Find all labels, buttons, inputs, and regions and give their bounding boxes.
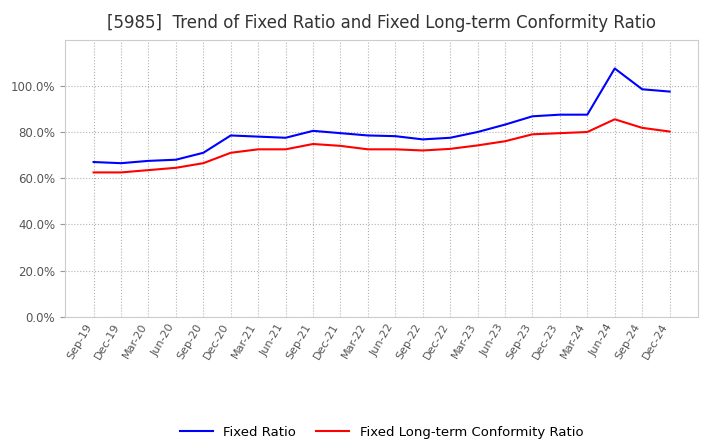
Fixed Ratio <box>611 66 619 71</box>
Fixed Ratio <box>309 128 318 133</box>
Fixed Long-term Conformity Ratio <box>611 117 619 122</box>
Fixed Ratio <box>336 131 345 136</box>
Fixed Ratio <box>665 89 674 94</box>
Fixed Ratio <box>500 122 509 127</box>
Fixed Long-term Conformity Ratio <box>556 131 564 136</box>
Fixed Ratio <box>418 137 427 142</box>
Fixed Ratio <box>171 157 180 162</box>
Fixed Ratio <box>117 161 125 166</box>
Fixed Long-term Conformity Ratio <box>665 129 674 134</box>
Fixed Long-term Conformity Ratio <box>199 161 207 166</box>
Fixed Long-term Conformity Ratio <box>473 143 482 148</box>
Fixed Ratio <box>583 112 592 117</box>
Fixed Long-term Conformity Ratio <box>309 141 318 147</box>
Fixed Ratio <box>226 133 235 138</box>
Fixed Ratio <box>364 133 372 138</box>
Fixed Long-term Conformity Ratio <box>500 139 509 144</box>
Fixed Ratio <box>144 158 153 164</box>
Fixed Ratio <box>89 159 98 165</box>
Fixed Ratio <box>199 150 207 155</box>
Fixed Long-term Conformity Ratio <box>446 146 454 151</box>
Fixed Long-term Conformity Ratio <box>89 170 98 175</box>
Fixed Ratio <box>254 134 263 139</box>
Fixed Long-term Conformity Ratio <box>144 168 153 173</box>
Fixed Long-term Conformity Ratio <box>254 147 263 152</box>
Fixed Ratio <box>282 135 290 140</box>
Fixed Long-term Conformity Ratio <box>226 150 235 155</box>
Fixed Long-term Conformity Ratio <box>171 165 180 170</box>
Line: Fixed Ratio: Fixed Ratio <box>94 69 670 163</box>
Fixed Long-term Conformity Ratio <box>638 125 647 131</box>
Fixed Ratio <box>528 114 537 119</box>
Fixed Long-term Conformity Ratio <box>528 132 537 137</box>
Fixed Long-term Conformity Ratio <box>418 148 427 153</box>
Fixed Long-term Conformity Ratio <box>391 147 400 152</box>
Title: [5985]  Trend of Fixed Ratio and Fixed Long-term Conformity Ratio: [5985] Trend of Fixed Ratio and Fixed Lo… <box>107 15 656 33</box>
Fixed Ratio <box>446 135 454 140</box>
Fixed Ratio <box>556 112 564 117</box>
Fixed Long-term Conformity Ratio <box>117 170 125 175</box>
Fixed Ratio <box>473 129 482 135</box>
Legend: Fixed Ratio, Fixed Long-term Conformity Ratio: Fixed Ratio, Fixed Long-term Conformity … <box>175 420 588 440</box>
Line: Fixed Long-term Conformity Ratio: Fixed Long-term Conformity Ratio <box>94 119 670 172</box>
Fixed Long-term Conformity Ratio <box>282 147 290 152</box>
Fixed Long-term Conformity Ratio <box>364 147 372 152</box>
Fixed Long-term Conformity Ratio <box>336 143 345 148</box>
Fixed Ratio <box>638 87 647 92</box>
Fixed Long-term Conformity Ratio <box>583 129 592 135</box>
Fixed Ratio <box>391 133 400 139</box>
